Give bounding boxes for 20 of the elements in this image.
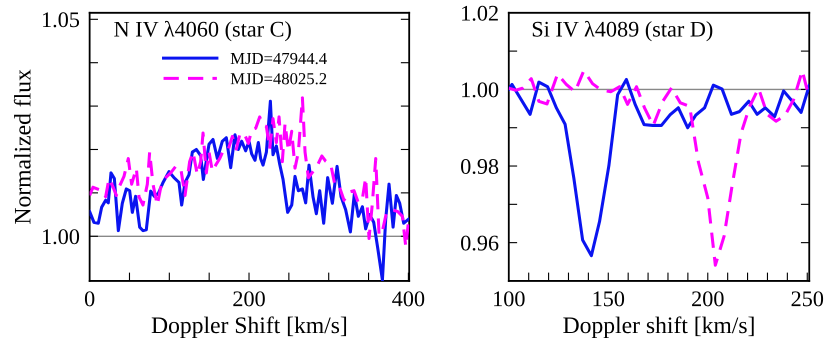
x-tick-label: 100 <box>494 291 525 306</box>
x-axis-title: Doppler shift [km/s] <box>563 316 754 338</box>
x-tick-label: 200 <box>233 291 265 306</box>
y-tick-label: 1.05 <box>42 12 80 28</box>
x-axis-title: Doppler Shift [km/s] <box>152 316 346 338</box>
y-tick-label: 0.98 <box>461 158 498 174</box>
x-tick-label: 400 <box>392 291 424 306</box>
y-axis-title: Normalized flux <box>14 69 31 224</box>
x-tick-label: 250 <box>792 291 824 306</box>
legend-label: MJD=48025.2 <box>230 73 326 84</box>
chart-title: N IV λ4060 (star C) <box>114 20 291 42</box>
chart-title: Si IV λ4089 (star D) <box>532 20 712 42</box>
legend-label: MJD=47944.4 <box>230 52 327 64</box>
x-tick-label: 150 <box>594 291 624 306</box>
y-tick-label: 1.02 <box>462 6 498 21</box>
y-tick-label: 0.96 <box>461 236 498 251</box>
y-tick-label: 1.00 <box>42 229 80 244</box>
x-tick-label: 200 <box>692 291 724 306</box>
x-tick-label: 0 <box>84 291 94 306</box>
y-tick-label: 1.00 <box>462 82 498 98</box>
